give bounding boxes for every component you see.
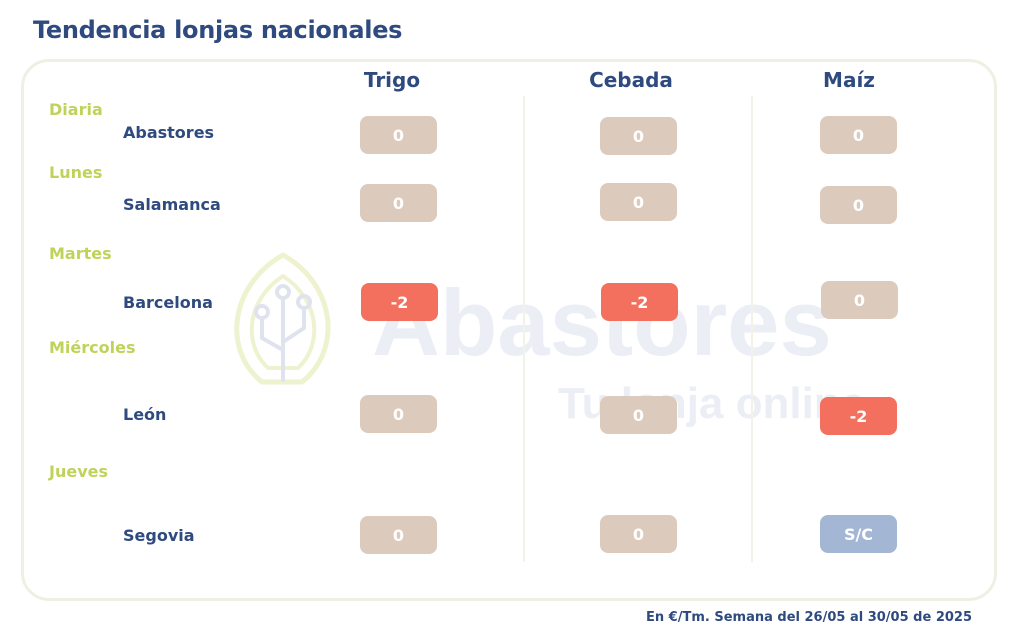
day-label-jueves: Jueves <box>49 462 108 481</box>
day-label-miercoles: Miércoles <box>49 338 136 357</box>
footer-note: En €/Tm. Semana del 26/05 al 30/05 de 20… <box>646 610 972 625</box>
day-label-lunes: Lunes <box>49 163 103 182</box>
trend-value-cell: 0 <box>600 117 677 155</box>
trend-value-cell: 0 <box>820 116 897 154</box>
trend-value-cell: 0 <box>360 516 437 554</box>
trend-value-cell: S/C <box>820 515 897 553</box>
column-divider <box>751 96 753 562</box>
trend-value-cell: 0 <box>360 395 437 433</box>
page-title: Tendencia lonjas nacionales <box>33 16 403 44</box>
market-name: Salamanca <box>123 195 221 214</box>
day-label-diaria: Diaria <box>49 100 103 119</box>
market-name: Abastores <box>123 123 215 142</box>
trend-value-cell: 0 <box>600 396 677 434</box>
trend-value-cell: 0 <box>600 515 677 553</box>
trend-value-cell: 0 <box>820 186 897 224</box>
column-divider <box>523 96 525 562</box>
trend-value-cell: 0 <box>821 281 898 319</box>
trend-value-cell: -2 <box>601 283 678 321</box>
market-name: León <box>123 405 167 424</box>
day-label-martes: Martes <box>49 244 112 263</box>
trend-value-cell: -2 <box>820 397 897 435</box>
table-panel <box>21 59 997 601</box>
market-name: Barcelona <box>123 293 213 312</box>
column-header-maiz: Maíz <box>823 68 875 92</box>
column-header-cebada: Cebada <box>589 68 673 92</box>
trend-value-cell: 0 <box>360 116 437 154</box>
trend-value-cell: -2 <box>361 283 438 321</box>
trend-value-cell: 0 <box>360 184 437 222</box>
trend-value-cell: 0 <box>600 183 677 221</box>
market-name: Segovia <box>123 526 195 545</box>
column-header-trigo: Trigo <box>363 68 421 92</box>
